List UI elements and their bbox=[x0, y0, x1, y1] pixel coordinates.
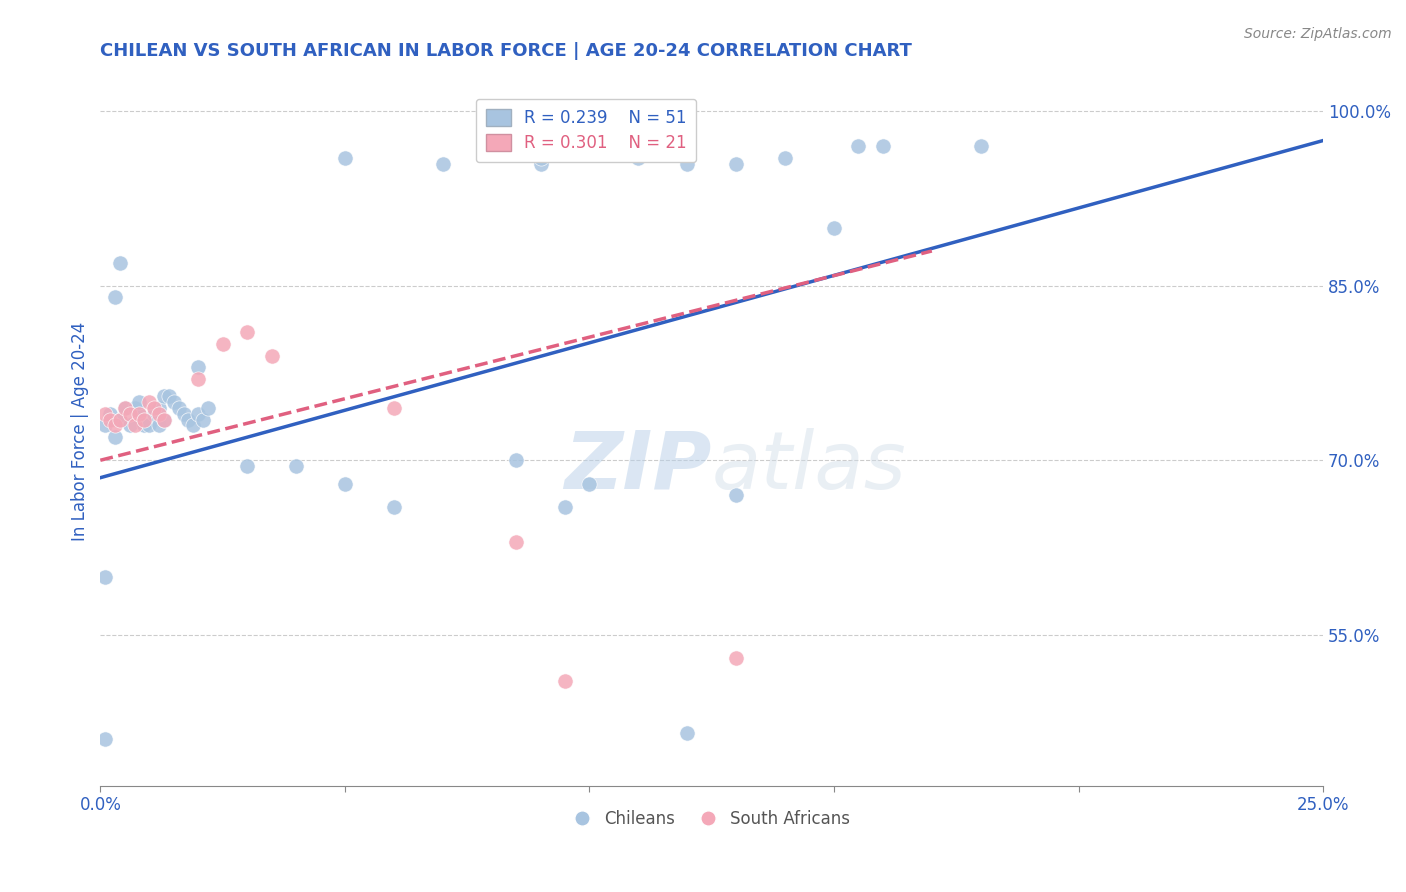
Point bbox=[124, 401, 146, 415]
Point bbox=[676, 157, 699, 171]
Point bbox=[124, 418, 146, 433]
Point bbox=[138, 418, 160, 433]
Text: Source: ZipAtlas.com: Source: ZipAtlas.com bbox=[1244, 27, 1392, 41]
Point bbox=[94, 569, 117, 583]
Point bbox=[554, 500, 576, 514]
Point bbox=[128, 407, 150, 421]
Point bbox=[94, 418, 117, 433]
Point bbox=[872, 139, 894, 153]
Point bbox=[578, 476, 600, 491]
Point bbox=[143, 401, 166, 415]
Point bbox=[118, 407, 141, 421]
Text: ZIP: ZIP bbox=[564, 427, 711, 506]
Point bbox=[285, 458, 308, 473]
Point bbox=[128, 395, 150, 409]
Point bbox=[104, 418, 127, 433]
Point bbox=[153, 389, 176, 403]
Point bbox=[167, 401, 190, 415]
Point bbox=[108, 412, 131, 426]
Point bbox=[382, 401, 405, 415]
Point bbox=[197, 401, 219, 415]
Point bbox=[104, 430, 127, 444]
Point bbox=[333, 476, 356, 491]
Point bbox=[823, 220, 845, 235]
Point bbox=[529, 151, 551, 165]
Point bbox=[848, 139, 870, 153]
Point bbox=[153, 412, 176, 426]
Point bbox=[148, 418, 170, 433]
Point bbox=[725, 157, 748, 171]
Point bbox=[725, 651, 748, 665]
Point bbox=[148, 401, 170, 415]
Point bbox=[143, 407, 166, 421]
Point bbox=[134, 412, 156, 426]
Point bbox=[211, 337, 233, 351]
Point bbox=[627, 151, 650, 165]
Point bbox=[505, 453, 527, 467]
Point bbox=[163, 395, 186, 409]
Point bbox=[773, 151, 796, 165]
Text: CHILEAN VS SOUTH AFRICAN IN LABOR FORCE | AGE 20-24 CORRELATION CHART: CHILEAN VS SOUTH AFRICAN IN LABOR FORCE … bbox=[100, 42, 912, 60]
Point bbox=[187, 407, 209, 421]
Point bbox=[554, 674, 576, 689]
Point bbox=[529, 157, 551, 171]
Text: atlas: atlas bbox=[711, 427, 907, 506]
Point bbox=[114, 401, 136, 415]
Point bbox=[432, 157, 454, 171]
Point bbox=[725, 488, 748, 502]
Point bbox=[187, 372, 209, 386]
Point bbox=[114, 401, 136, 415]
Point bbox=[98, 412, 121, 426]
Point bbox=[104, 291, 127, 305]
Point bbox=[333, 151, 356, 165]
Point bbox=[181, 418, 204, 433]
Point bbox=[236, 326, 259, 340]
Point bbox=[153, 412, 176, 426]
Point bbox=[236, 458, 259, 473]
Point bbox=[260, 349, 283, 363]
Point bbox=[505, 534, 527, 549]
Point bbox=[382, 500, 405, 514]
Point bbox=[676, 726, 699, 740]
Point bbox=[98, 407, 121, 421]
Point bbox=[191, 412, 214, 426]
Point bbox=[108, 412, 131, 426]
Point bbox=[94, 407, 117, 421]
Point bbox=[187, 360, 209, 375]
Point bbox=[177, 412, 200, 426]
Legend: Chileans, South Africans: Chileans, South Africans bbox=[567, 803, 856, 834]
Point bbox=[94, 732, 117, 747]
Point bbox=[173, 407, 195, 421]
Y-axis label: In Labor Force | Age 20-24: In Labor Force | Age 20-24 bbox=[72, 321, 89, 541]
Point bbox=[128, 407, 150, 421]
Point bbox=[138, 395, 160, 409]
Point bbox=[970, 139, 993, 153]
Point bbox=[148, 407, 170, 421]
Point bbox=[157, 389, 180, 403]
Point bbox=[118, 418, 141, 433]
Point bbox=[108, 255, 131, 269]
Point bbox=[134, 418, 156, 433]
